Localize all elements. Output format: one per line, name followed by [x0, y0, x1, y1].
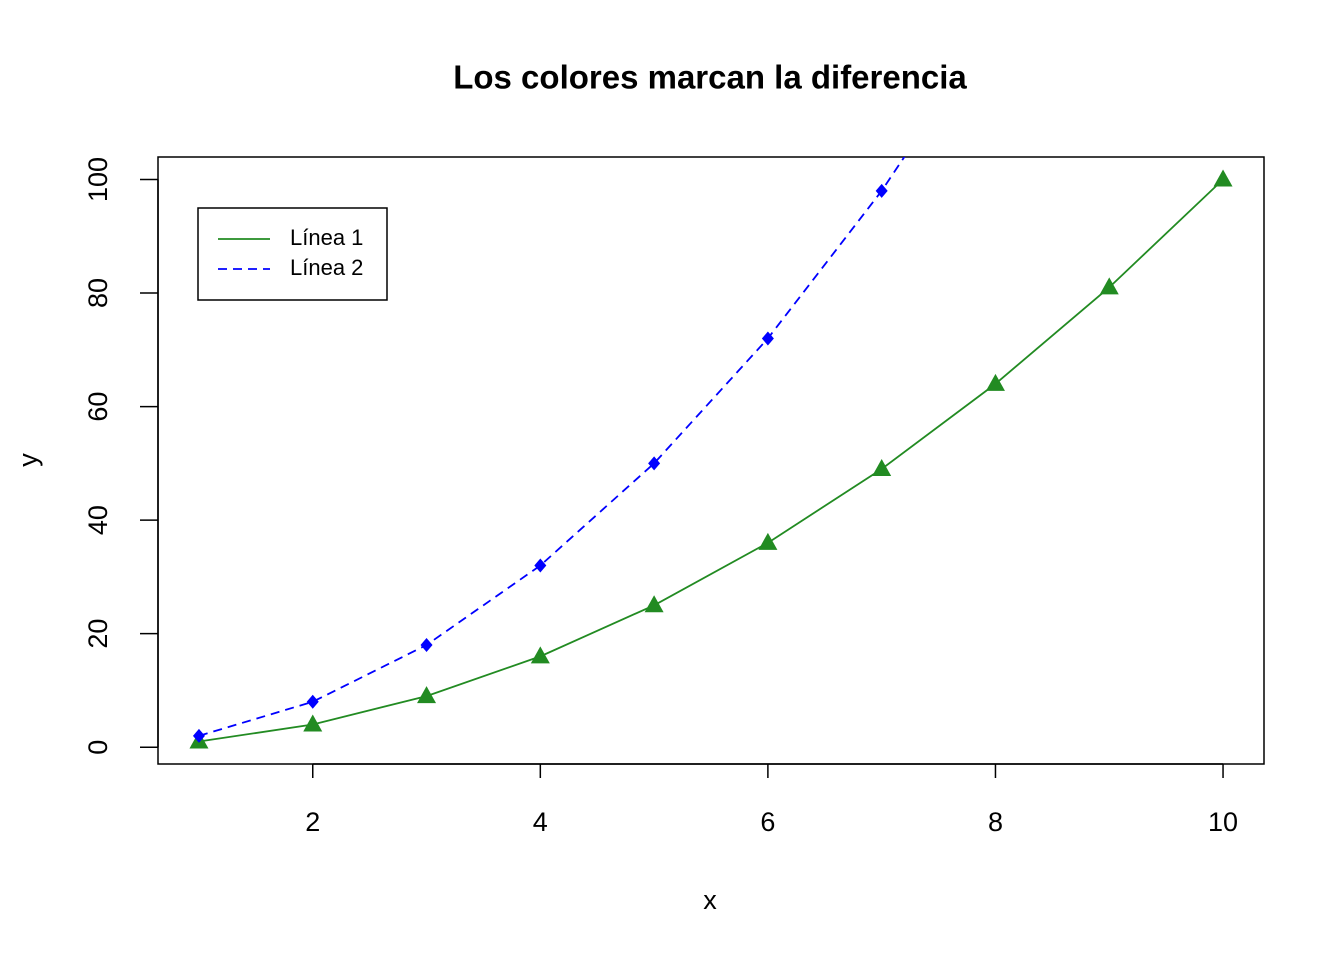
point: [648, 456, 661, 471]
y-tick-label: 60: [83, 392, 113, 422]
legend-label: Línea 2: [290, 255, 363, 280]
point: [417, 686, 437, 704]
point: [192, 728, 205, 743]
point: [306, 694, 319, 709]
point: [534, 558, 547, 573]
series-line: [198, 178, 1224, 743]
legend-label: Línea 1: [290, 225, 363, 250]
legend-box: [197, 207, 388, 301]
y-tick-label: 0: [83, 740, 113, 755]
point: [420, 638, 433, 653]
x-tick-label: 10: [1208, 807, 1238, 837]
point: [872, 459, 892, 477]
point: [644, 595, 664, 613]
y-tick-label: 80: [83, 278, 113, 308]
point: [989, 14, 1001, 28]
x-tick-label: 2: [305, 807, 320, 837]
point: [985, 373, 1005, 391]
point: [875, 183, 888, 198]
point: [1213, 169, 1233, 187]
y-axis-label: y: [13, 453, 43, 467]
x-tick-label: 6: [760, 807, 775, 837]
y-tick-label: 100: [83, 157, 113, 202]
y-tick-label: 20: [83, 619, 113, 649]
series-line: [198, 157, 906, 737]
point: [1099, 277, 1119, 295]
point: [761, 331, 774, 346]
chart-title: Los colores marcan la diferencia: [453, 59, 967, 96]
y-tick-label: 40: [83, 505, 113, 535]
point: [758, 532, 778, 550]
plot-area: [189, 14, 1233, 749]
x-axis-label: x: [703, 885, 717, 915]
x-tick-label: 8: [988, 807, 1003, 837]
point: [530, 646, 550, 664]
point: [303, 714, 323, 732]
x-tick-label: 4: [533, 807, 548, 837]
